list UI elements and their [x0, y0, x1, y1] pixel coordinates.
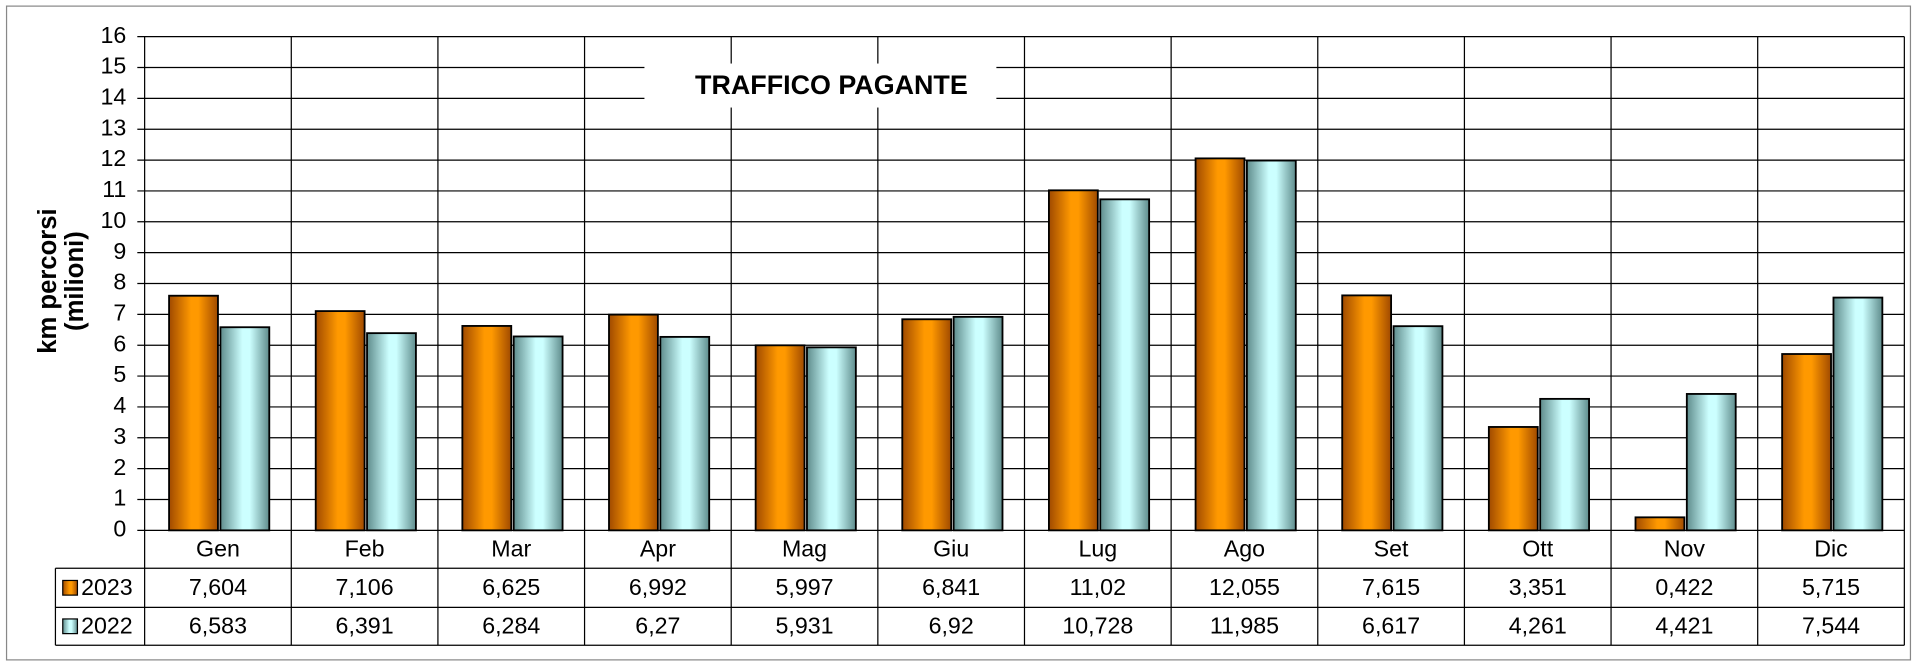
- bar: [1341, 294, 1393, 532]
- table-value: 5,931: [775, 613, 833, 639]
- bar: [1685, 393, 1737, 532]
- bar: [1194, 157, 1246, 532]
- table-value: 11,02: [1070, 574, 1126, 600]
- x-tick-label: Mag: [782, 536, 827, 562]
- table-value: 7,604: [189, 574, 247, 600]
- table-value: 6,625: [482, 574, 540, 600]
- y-tick-label: 15: [100, 53, 126, 79]
- bar: [512, 335, 564, 532]
- bar: [659, 335, 711, 532]
- bar: [901, 318, 953, 532]
- table-value: 0,422: [1655, 574, 1713, 600]
- y-tick-label: 9: [113, 238, 126, 264]
- y-tick-label: 1: [113, 485, 126, 511]
- x-tick-label: Giu: [933, 536, 969, 562]
- table-value: 6,583: [189, 613, 247, 639]
- bar: [1781, 353, 1832, 532]
- legend-swatch: [62, 579, 79, 596]
- bar: [608, 313, 659, 532]
- x-tick-label: Apr: [640, 536, 676, 562]
- y-tick-label: 7: [113, 299, 126, 325]
- bar: [1634, 516, 1686, 532]
- table-value: 3,351: [1509, 574, 1567, 600]
- bar: [366, 332, 417, 532]
- y-tick-label: 12: [100, 145, 126, 171]
- y-tick-label: 4: [113, 392, 126, 418]
- bar: [1487, 426, 1539, 532]
- table-value: 11,985: [1210, 613, 1279, 639]
- x-tick-label: Gen: [196, 536, 240, 562]
- y-tick-label: 14: [100, 83, 126, 109]
- y-tick-label: 5: [113, 361, 126, 387]
- y-tick-label: 2: [113, 454, 126, 480]
- bar: [754, 344, 806, 532]
- y-tick-label: 0: [113, 515, 126, 541]
- x-tick-label: Lug: [1078, 536, 1117, 562]
- bar: [168, 294, 219, 532]
- y-axis-label: (milioni): [61, 231, 89, 331]
- x-tick-label: Mar: [491, 536, 531, 562]
- table-value: 10,728: [1062, 613, 1133, 639]
- y-tick-label: 6: [113, 330, 126, 356]
- bar: [461, 325, 513, 532]
- legend-label: 2023: [81, 574, 133, 600]
- table-value: 7,106: [336, 574, 394, 600]
- table-value: 5,997: [775, 574, 833, 600]
- bar: [1392, 325, 1444, 532]
- bar: [1245, 159, 1297, 532]
- table-value: 6,284: [482, 613, 540, 639]
- x-tick-label: Nov: [1664, 536, 1706, 562]
- table-value: 6,92: [929, 613, 974, 639]
- y-tick-label: 8: [113, 269, 126, 295]
- bar: [219, 326, 271, 532]
- bar: [314, 310, 366, 532]
- x-tick-label: Feb: [345, 536, 385, 562]
- bar: [1048, 189, 1099, 532]
- x-tick-label: Ott: [1522, 536, 1553, 562]
- bar: [952, 315, 1004, 532]
- bar: [1832, 296, 1884, 532]
- bar: [806, 346, 857, 532]
- y-tick-label: 10: [100, 207, 126, 233]
- table-value: 5,715: [1802, 574, 1860, 600]
- y-tick-label: 16: [100, 22, 126, 48]
- table-value: 6,841: [922, 574, 980, 600]
- legend-label: 2022: [81, 613, 133, 639]
- x-tick-label: Dic: [1814, 536, 1848, 562]
- bar: [1099, 198, 1151, 532]
- title-box: [644, 63, 997, 108]
- y-axis-label: km percorsi: [34, 208, 62, 353]
- table-value: 4,261: [1509, 613, 1567, 639]
- table-value: 6,992: [629, 574, 687, 600]
- y-tick-label: 3: [113, 423, 126, 449]
- legend-swatch: [62, 618, 79, 635]
- table-value: 4,421: [1655, 613, 1713, 639]
- table-value: 7,615: [1362, 574, 1420, 600]
- bar: [1539, 397, 1590, 532]
- y-tick-label: 13: [100, 114, 126, 140]
- table-value: 12,055: [1209, 574, 1280, 600]
- table-value: 6,617: [1362, 613, 1420, 639]
- table-value: 6,27: [635, 613, 680, 639]
- x-tick-label: Set: [1374, 536, 1409, 562]
- chart-title: TRAFFICO PAGANTE: [695, 70, 968, 100]
- y-tick-label: 11: [102, 176, 126, 202]
- table-value: 6,391: [336, 613, 394, 639]
- table-value: 7,544: [1802, 613, 1860, 639]
- x-tick-label: Ago: [1224, 536, 1265, 562]
